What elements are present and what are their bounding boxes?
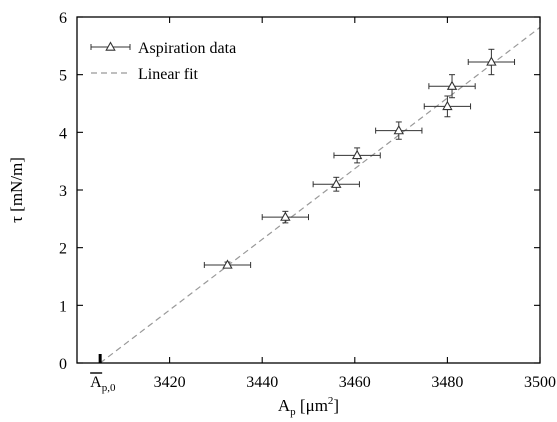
data-point [467,48,516,76]
y-tick-label: 2 [59,241,67,258]
triangle-marker [393,124,404,135]
legend-label-fit: Linear fit [138,66,199,83]
legend-triangle-marker [105,41,116,51]
x-axis-label: Ap [μm2] [278,395,339,418]
triangle-marker [280,211,291,221]
x-tick-label: 3480 [431,374,463,391]
a-p0-tick-mark [98,354,102,363]
a-p0-tick-label-main: A [90,374,102,391]
data-point [428,74,476,99]
y-tick-label: 6 [59,10,67,27]
y-tick-label: 1 [59,298,67,315]
x-axis-label-unit-sup: 2 [328,395,334,407]
y-tick-label: 0 [59,356,67,373]
x-axis-label-unit: [μm [296,396,328,415]
x-tick-label: 3420 [154,374,186,391]
x-tick-label: 3440 [246,374,278,391]
data-point [203,259,252,269]
legend-label-aspiration: Aspiration data [138,40,236,57]
data-point [312,176,360,192]
data-point [375,121,423,140]
data-layer [203,48,516,269]
a-p0-tick-label: Ap,0 [90,374,116,394]
data-point [261,210,309,224]
y-tick-label: 5 [59,68,67,85]
triangle-marker [486,56,497,66]
triangle-marker [446,80,458,90]
triangle-marker [331,178,342,188]
y-tick-label: 4 [59,125,67,142]
x-axis-label-sub: p [290,406,296,418]
triangle-marker [351,149,363,160]
y-tick-label: 3 [59,183,67,200]
data-point [423,95,472,118]
data-point [333,147,381,164]
a-p0-tick-label-sub: p,0 [102,382,116,394]
triangle-marker [222,259,233,269]
y-axis-label: τ [mN/m] [7,157,26,223]
linear-fit-layer [99,26,541,364]
x-tick-label: 3500 [524,374,556,391]
triangle-marker [442,100,453,111]
tick-layer: 3420 3440 3460 3480 3500 0 1 2 3 4 5 6 Ap,0 [59,10,556,394]
x-axis-label-unit-close: ] [333,396,339,415]
linear-fit-line [99,26,541,364]
x-tick-label: 3460 [339,374,371,391]
legend: Aspiration data Linear fit [90,40,236,83]
x-axis-label-main: A [278,396,291,415]
